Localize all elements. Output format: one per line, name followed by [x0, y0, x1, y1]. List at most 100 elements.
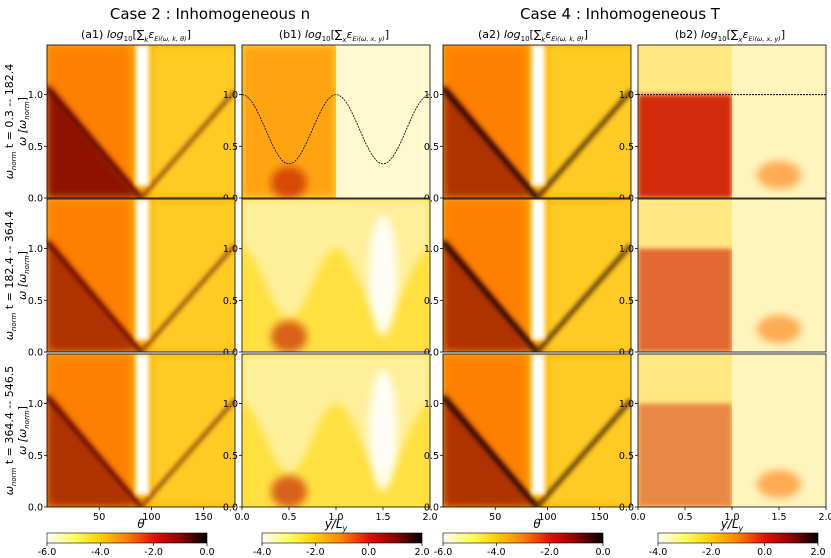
colorbar-3: [657, 532, 819, 544]
y-tick-label: 1.0: [424, 244, 439, 255]
y-tick-label: 0.5: [619, 451, 634, 462]
x-axis-label-0: θ: [137, 517, 145, 531]
column-title-0: (a1) log10[∑kεEi(ω, k, θ)]: [81, 28, 191, 44]
y-tick-label: 0.0: [424, 194, 439, 205]
y-tick-label: 0.5: [28, 296, 43, 307]
ridge-left: [47, 395, 143, 507]
y-tick-label: 0.0: [619, 503, 634, 514]
y-tick-label: 1.0: [424, 90, 439, 101]
y-tick-label: 0.5: [619, 296, 634, 307]
colorbar-tick-label: -6.0: [434, 547, 453, 558]
panel-frame: [46, 44, 236, 199]
ridge-left: [443, 240, 539, 352]
ridge-left: [47, 240, 143, 352]
white-band: [135, 45, 149, 186]
panel-r0-c3: [638, 45, 826, 198]
colorbar-tick-label: 0.0: [757, 547, 772, 558]
case-title-2: Case 2 : Inhomogeneous n: [110, 5, 310, 23]
y-tick-label: 0.5: [619, 142, 634, 153]
colorbar-tick-label: -4.0: [253, 547, 272, 558]
colorbar-tick-label: 0.0: [199, 547, 214, 558]
y-tick-label: 0.0: [223, 348, 238, 359]
y-axis-label-1: ω [ωnorm]: [16, 251, 31, 300]
panel-r2-c1: [242, 354, 430, 507]
y-tick-label: 1.0: [223, 90, 238, 101]
y-tick-label: 1.0: [28, 399, 43, 410]
y-tick-label: 0.5: [28, 142, 43, 153]
x-tick-label: 2.0: [818, 512, 831, 523]
x-tick-label: 1.5: [771, 512, 786, 523]
panel-r2-c3: [638, 354, 826, 507]
panel-r0-c1: [242, 45, 430, 198]
x-tick-label: 100: [142, 512, 160, 523]
ridge-right: [535, 243, 631, 352]
y-tick-label: 0.0: [28, 194, 43, 205]
white-band: [531, 354, 545, 495]
panel-r0-c2: [443, 45, 631, 198]
dark-blob: [271, 320, 307, 352]
y-tick-label: 1.0: [28, 90, 43, 101]
ridge-left: [47, 86, 143, 198]
white-column: [369, 215, 397, 336]
panel-frame: [442, 198, 632, 353]
row-label-2: ωnorm t = 364.4 -- 546.5: [3, 366, 18, 496]
panel-frame: [241, 198, 431, 353]
x-tick-label: 50: [93, 512, 105, 523]
x-tick-label: 0.5: [281, 512, 296, 523]
orange-blob: [757, 315, 801, 344]
colorbar-1: [261, 532, 423, 544]
column-title-1: (b1) log10[∑xεEi(ω, x, y)]: [279, 28, 389, 44]
panel-frame: [442, 44, 632, 199]
panel-r2-c0: [47, 354, 235, 507]
ridge-right: [535, 89, 631, 198]
colorbar-tick-label: 2.0: [810, 547, 825, 558]
y-tick-label: 0.5: [223, 296, 238, 307]
ridge-left: [443, 86, 539, 198]
x-axis-label-1: y/Ly: [324, 517, 348, 533]
y-tick-label: 0.5: [424, 296, 439, 307]
white-column: [369, 370, 397, 491]
column-title-3: (b2) log10[∑xεEi(ω, x, y)]: [675, 28, 785, 44]
panel-r2-c2: [443, 354, 631, 507]
x-tick-label: 2.0: [422, 512, 437, 523]
row-label-0: ωnorm t = 0.3 -- 182.4: [3, 64, 18, 180]
panel-r1-c2: [443, 199, 631, 352]
orange-blob: [757, 470, 801, 499]
colorbar-tick-label: 0.0: [361, 547, 376, 558]
panel-r1-c0: [47, 199, 235, 352]
x-tick-label: 150: [591, 512, 609, 523]
y-tick-label: 0.0: [424, 503, 439, 514]
ridge-left: [443, 395, 539, 507]
ridge-right: [139, 89, 235, 198]
y-tick-label: 0.0: [424, 348, 439, 359]
x-axis-label-3: y/Ly: [720, 517, 744, 533]
panel-frame: [46, 198, 236, 353]
y-tick-label: 0.5: [424, 142, 439, 153]
white-band: [531, 45, 545, 186]
ridge-right: [139, 398, 235, 507]
white-band: [531, 199, 545, 340]
colorbar-tick-label: -2.0: [540, 547, 559, 558]
orange-blob: [757, 161, 801, 190]
x-tick-label: 1.0: [328, 512, 343, 523]
dark-band: [638, 403, 732, 507]
y-tick-label: 0.0: [28, 348, 43, 359]
y-tick-label: 0.0: [28, 503, 43, 514]
x-tick-label: 1.0: [724, 512, 739, 523]
colorbar-tick-label: -4.0: [487, 547, 506, 558]
y-tick-label: 1.0: [223, 244, 238, 255]
colorbar-tick-label: -4.0: [649, 547, 668, 558]
colorbar-0: [46, 532, 208, 544]
x-tick-label: 0.0: [630, 512, 645, 523]
dark-blob: [271, 166, 307, 198]
colorbar-tick-label: -2.0: [306, 547, 325, 558]
dark-band: [638, 94, 732, 198]
colorbar-tick-label: -6.0: [38, 547, 57, 558]
x-tick-label: 0.0: [234, 512, 249, 523]
x-axis-label-2: θ: [533, 517, 541, 531]
y-tick-label: 0.5: [223, 142, 238, 153]
y-tick-label: 1.0: [619, 399, 634, 410]
white-band: [135, 199, 149, 340]
colorbar-2: [442, 532, 604, 544]
ridge-right: [535, 398, 631, 507]
